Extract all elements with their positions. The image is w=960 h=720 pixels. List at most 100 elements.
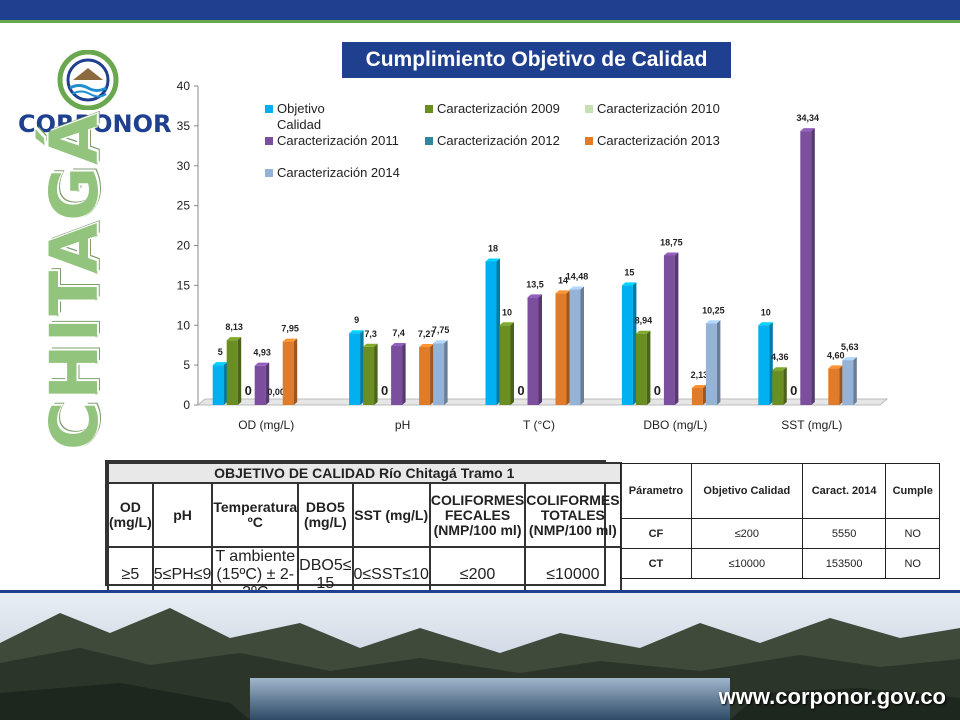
y-tick-label: 15	[177, 278, 191, 292]
data-label: 0	[517, 383, 524, 398]
bar-top	[349, 330, 364, 334]
objective-header-dbo: DBO5 (mg/L)	[297, 482, 354, 548]
legend-entry: Caracterización 2010	[597, 101, 720, 116]
bar-side	[646, 330, 651, 405]
data-label: 18,75	[660, 237, 683, 247]
legend-swatch	[585, 137, 593, 145]
bar-side	[783, 367, 787, 405]
objective-header-temp: Temperatura ºC	[211, 482, 300, 548]
y-tick-label: 35	[177, 119, 191, 133]
bar	[621, 285, 633, 405]
top-bar	[0, 0, 960, 20]
data-label: 0	[654, 383, 661, 398]
side-title: CHITAGÁ	[30, 111, 120, 450]
legend-swatch	[265, 169, 273, 177]
bar	[282, 341, 294, 405]
data-label: 4,36	[771, 352, 789, 362]
objective-header-od: OD (mg/L)	[107, 482, 154, 548]
bar-top	[485, 258, 500, 262]
legend-swatch	[425, 137, 433, 145]
bar-top	[433, 340, 448, 344]
bar-side	[360, 330, 364, 405]
bar	[349, 333, 361, 405]
objective-table: OBJETIVO DE CALIDAD Río Chitagá Tramo 1 …	[105, 460, 622, 604]
data-label: 0,00	[267, 387, 285, 397]
bar-side	[444, 340, 448, 405]
data-label: 8,13	[225, 322, 243, 332]
data-label: 10	[502, 307, 512, 317]
bar	[569, 289, 581, 405]
bar	[485, 261, 497, 405]
bar-side	[237, 337, 242, 405]
side-title-text: CHITAGÁ	[36, 111, 113, 450]
logo-emblem-icon	[57, 49, 119, 111]
legend-entry: Caracterización 2014	[277, 165, 400, 180]
objective-header-ct: COLIFORMES TOTALES (NMP/100 ml)	[524, 482, 622, 548]
data-label: 0	[790, 383, 797, 398]
data-label: 7,95	[281, 324, 299, 334]
data-label: 4,93	[253, 348, 271, 358]
bar-top	[391, 342, 406, 346]
bar-top	[800, 128, 815, 132]
bar	[635, 333, 647, 405]
objective-header-ph: pH	[151, 482, 214, 548]
data-label: 15	[624, 267, 634, 277]
y-tick-label: 40	[177, 79, 191, 93]
data-label: 13,5	[526, 279, 544, 289]
objective-header-sst: SST (mg/L)	[351, 482, 431, 548]
bar-top	[282, 338, 298, 342]
bar-side	[293, 338, 298, 405]
compliance-cell: 153500	[801, 548, 887, 579]
data-label: 0	[245, 383, 252, 398]
bar-top	[828, 365, 843, 369]
legend-entry: Caracterización 2011	[277, 133, 399, 148]
bar	[226, 340, 238, 405]
data-label: 4,60	[827, 350, 845, 360]
bar	[663, 255, 675, 405]
landscape-banner: www.corponor.gov.co	[0, 593, 960, 720]
data-label: 5,63	[841, 342, 859, 352]
data-label: 9	[354, 315, 359, 325]
data-label: 34,34	[797, 113, 820, 123]
bar-side	[566, 290, 570, 405]
bar-side	[538, 294, 542, 405]
legend-entry: Caracterización 2009	[437, 101, 560, 116]
legend-entry: Caracterización 2013	[597, 133, 720, 148]
bar	[772, 370, 784, 405]
bar	[212, 365, 224, 405]
bar-side	[430, 344, 434, 405]
bar-side	[769, 322, 773, 405]
bar-side	[811, 128, 815, 406]
bar-side	[265, 362, 270, 405]
data-label: 18	[488, 243, 498, 253]
data-label: 14	[558, 275, 568, 285]
compliance-cell: ≤10000	[690, 548, 803, 579]
compliance-cell: CT	[620, 548, 692, 579]
bar-top	[527, 294, 542, 298]
data-label: 10	[761, 307, 771, 317]
bar-top	[772, 367, 787, 371]
compliance-cell: ≤200	[690, 518, 803, 549]
bar-side	[632, 282, 637, 405]
x-tick-label: OD (mg/L)	[238, 418, 294, 432]
bar-top	[254, 362, 270, 366]
compliance-cell: 5550	[801, 518, 887, 549]
legend-swatch	[425, 105, 433, 113]
compliance-table: Párametro Objetivo Calidad Caract. 2014 …	[620, 463, 940, 579]
bar-side	[580, 286, 584, 405]
compliance-cell: CF	[620, 518, 692, 549]
data-label: 2,13	[691, 370, 709, 380]
bar-top	[705, 320, 721, 324]
mountain-lake-image	[0, 593, 960, 720]
x-tick-label: DBO (mg/L)	[643, 418, 707, 432]
data-label: 0	[381, 383, 388, 398]
bar-side	[674, 252, 679, 405]
bar	[433, 343, 445, 405]
y-tick-label: 0	[183, 398, 190, 412]
bar	[800, 131, 812, 406]
y-tick-label: 30	[177, 159, 191, 173]
bar-top	[419, 344, 434, 348]
data-label: 5	[218, 347, 223, 357]
data-label: 7,27	[418, 329, 436, 339]
bar	[419, 347, 431, 405]
